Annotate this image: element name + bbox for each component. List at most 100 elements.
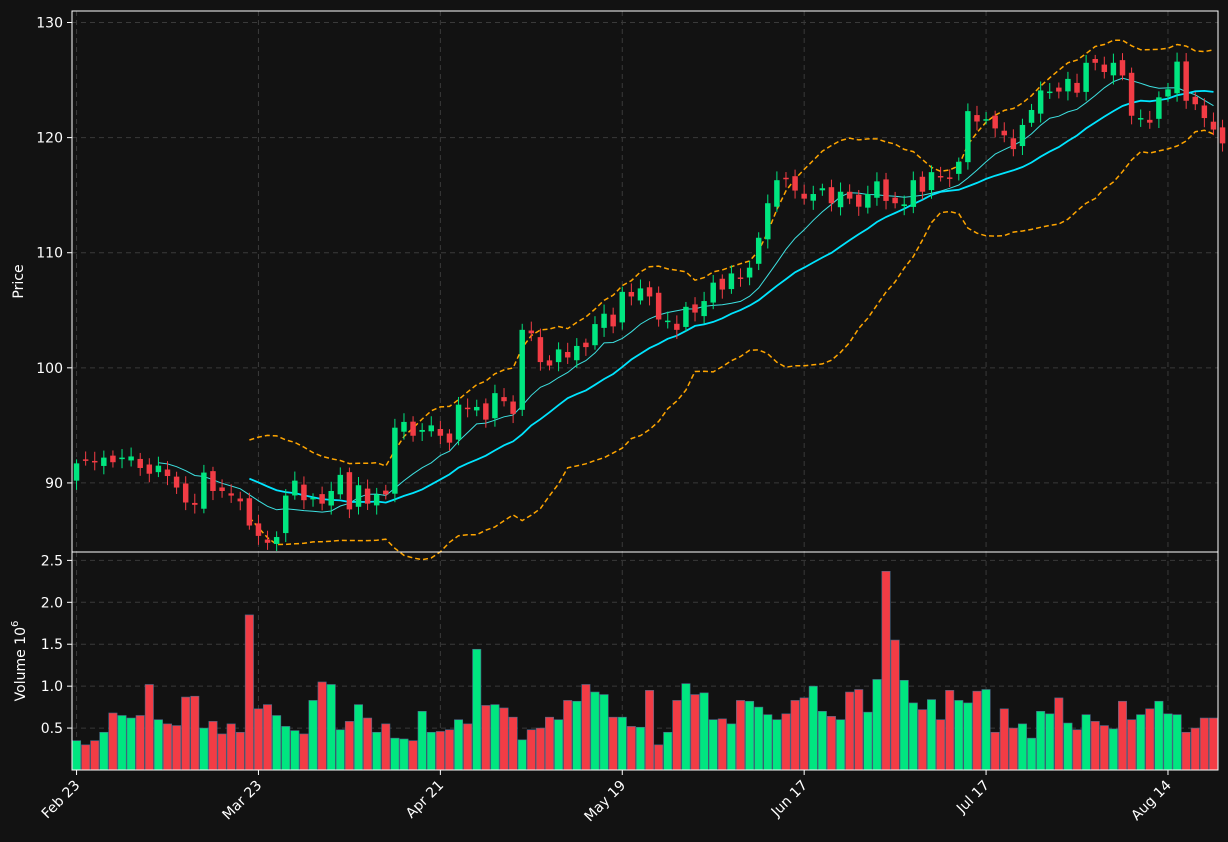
volume-bar	[1163, 713, 1173, 771]
volume-bar	[244, 614, 254, 771]
volume-bar	[890, 639, 900, 771]
candle-body	[1083, 62, 1089, 92]
candle-body	[655, 292, 662, 320]
volume-bar	[299, 733, 309, 771]
candle-body	[1074, 82, 1080, 93]
candle-body	[383, 490, 389, 495]
candle-body	[946, 177, 953, 179]
candle-body	[619, 291, 625, 323]
volume-bar	[1118, 700, 1127, 771]
volume-tick-label: 2.0	[41, 595, 63, 611]
volume-bar	[635, 726, 645, 771]
volume-bar	[645, 690, 655, 771]
candle-body	[219, 487, 225, 491]
volume-bar	[181, 696, 191, 771]
candle-body	[264, 539, 271, 543]
volume-bar	[972, 690, 982, 771]
volume-bar	[1199, 717, 1209, 771]
volume-bar	[1145, 708, 1155, 771]
candle-body	[1019, 124, 1026, 147]
volume-bar	[290, 730, 300, 771]
candle-body	[273, 537, 280, 544]
volume-bars	[72, 570, 1218, 771]
volume-bar	[836, 719, 846, 771]
candle-body	[646, 287, 653, 297]
candle-body	[319, 494, 325, 504]
volume-bar	[617, 716, 627, 771]
volume-bar	[308, 700, 318, 771]
candle-body	[774, 180, 780, 207]
price-panel-frame	[71, 10, 1219, 553]
candle-body	[755, 237, 762, 264]
volume-bar	[545, 716, 554, 771]
volume-bar	[463, 723, 473, 771]
volume-bar	[563, 700, 573, 771]
volume-bar	[444, 729, 454, 771]
candle-body	[419, 429, 425, 432]
candle-body	[583, 342, 589, 348]
volume-bar	[190, 695, 200, 771]
candle-body	[101, 457, 107, 466]
candle-body	[665, 320, 671, 323]
candle-body	[492, 393, 498, 419]
volume-bar	[581, 684, 591, 771]
candle-body	[192, 502, 198, 505]
volume-bar	[781, 713, 791, 771]
volume-axis-label: Volume 106	[10, 621, 29, 702]
candle-body	[510, 401, 516, 414]
volume-bar	[81, 744, 91, 771]
candle-body	[892, 197, 898, 204]
volume-bar	[763, 714, 773, 771]
volume-bar	[126, 717, 136, 771]
volume-bar	[326, 684, 336, 771]
candle-body	[574, 345, 580, 361]
candle-body	[255, 523, 262, 536]
candle-body	[173, 476, 180, 488]
volume-bar	[499, 707, 509, 771]
candle-body	[883, 179, 889, 201]
volume-bar	[772, 719, 782, 771]
volume-bar	[717, 718, 727, 771]
volume-grid	[72, 552, 1218, 770]
volume-bar	[1136, 714, 1146, 771]
sma-fast-line	[158, 77, 1214, 513]
candle-body	[310, 497, 316, 500]
volume-bar	[954, 700, 964, 771]
candle-body	[937, 176, 944, 178]
volume-bar	[363, 717, 373, 771]
price-tick-label: 130	[36, 16, 63, 32]
candle-body	[119, 457, 125, 460]
volume-bar	[253, 708, 263, 771]
candle-body	[701, 301, 707, 317]
candle-body	[710, 282, 716, 303]
volume-bar	[599, 694, 609, 771]
volume-bar	[517, 739, 527, 771]
candle-body	[555, 349, 562, 363]
candle-body	[155, 465, 162, 473]
volume-bar	[945, 690, 955, 771]
candle-body	[792, 176, 798, 191]
volume-bar	[554, 719, 564, 771]
volume-bar	[226, 723, 236, 771]
volume-bar	[1017, 723, 1027, 771]
volume-bar	[863, 711, 873, 771]
candle-body	[901, 204, 907, 207]
volume-bar	[726, 723, 736, 771]
candle-body	[919, 176, 926, 192]
volume-bar	[199, 727, 209, 771]
candle-body	[965, 111, 971, 163]
candle-body	[237, 498, 243, 502]
candle-body	[610, 314, 616, 327]
volume-bar	[990, 731, 1000, 771]
candle-body	[82, 459, 89, 461]
candle-body	[410, 421, 416, 436]
candle-body	[392, 427, 398, 494]
volume-bar	[354, 704, 363, 771]
volume-bar	[708, 719, 718, 771]
volume-bar	[626, 726, 636, 771]
volume-bar	[472, 648, 482, 771]
x-tick-label: Aug 14	[1128, 777, 1174, 823]
candle-body	[483, 403, 489, 420]
x-tick-label: Mar 23	[220, 778, 266, 824]
volume-bar	[1099, 725, 1109, 771]
